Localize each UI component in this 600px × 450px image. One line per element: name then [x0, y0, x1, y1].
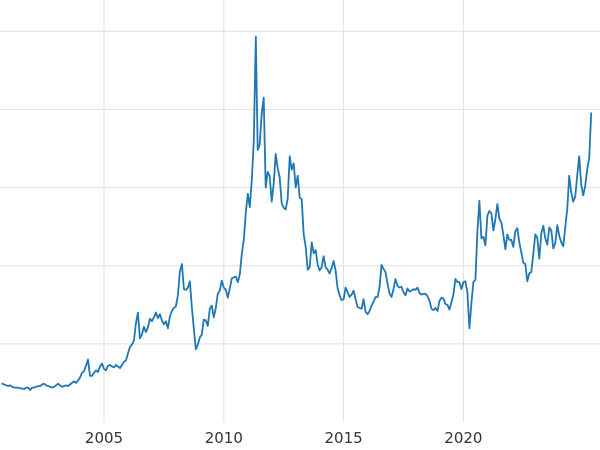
x-tick-label: 2020	[444, 429, 482, 447]
x-axis-tick-labels: 2005 2010 2015 2020	[85, 429, 483, 447]
series-line	[1, 35, 593, 391]
x-tick-label: 2010	[205, 429, 243, 447]
x-tick-label: 2015	[325, 429, 363, 447]
gridlines	[0, 0, 600, 422]
x-tick-label: 2005	[85, 429, 123, 447]
